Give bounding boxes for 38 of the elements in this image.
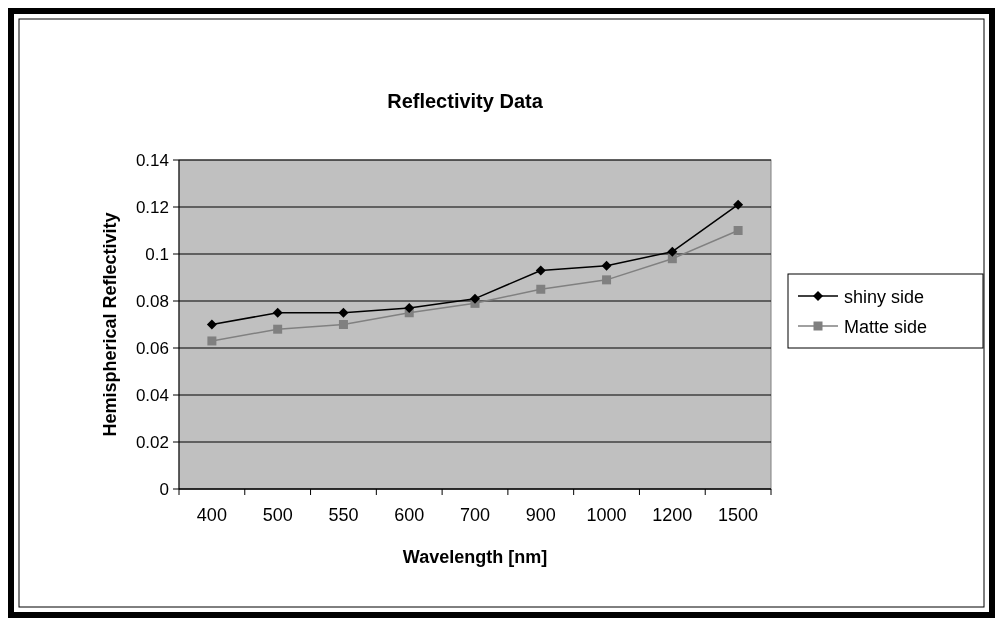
- x-tick-label: 1500: [718, 505, 759, 525]
- point: [536, 284, 546, 294]
- x-tick-label: 550: [328, 505, 359, 525]
- point: [733, 226, 743, 235]
- x-tick-label: 400: [196, 505, 227, 525]
- point: [733, 199, 744, 210]
- y-tick-label: 0.02: [135, 433, 169, 452]
- x-tick-label: 900: [525, 505, 556, 525]
- x-tick-label: 700: [459, 505, 491, 525]
- point: [601, 260, 612, 271]
- point: [207, 336, 217, 346]
- point: [338, 307, 349, 318]
- point: [273, 324, 283, 334]
- y-tick-label: 0: [159, 480, 169, 499]
- y-axis-title: Hemispherical Reflectivity: [100, 212, 120, 437]
- point: [667, 246, 678, 257]
- point: [470, 293, 480, 304]
- y-tick-label: 0.12: [135, 198, 169, 217]
- y-tick-label: 0.1: [145, 245, 169, 264]
- legend-label: shiny side: [844, 287, 925, 307]
- x-tick-label: 1000: [586, 505, 627, 525]
- point: [338, 320, 348, 329]
- legend-label: Matte side: [844, 317, 928, 337]
- point: [404, 303, 415, 314]
- point: [535, 265, 546, 276]
- x-tick-label: 600: [394, 505, 425, 525]
- point: [206, 319, 217, 330]
- y-tick-label: 0.04: [135, 386, 169, 405]
- x-tick-label: 500: [262, 505, 293, 525]
- point: [602, 275, 612, 285]
- y-tick-label: 0.06: [135, 339, 169, 358]
- point: [667, 254, 677, 264]
- chart-title: Reflectivity Data: [387, 90, 544, 112]
- y-tick-label: 0.14: [135, 151, 169, 170]
- point: [272, 307, 283, 318]
- y-tick-label: 0.08: [135, 292, 169, 311]
- x-axis-title: Wavelength [nm]: [402, 547, 548, 567]
- x-tick-label: 1200: [652, 505, 693, 525]
